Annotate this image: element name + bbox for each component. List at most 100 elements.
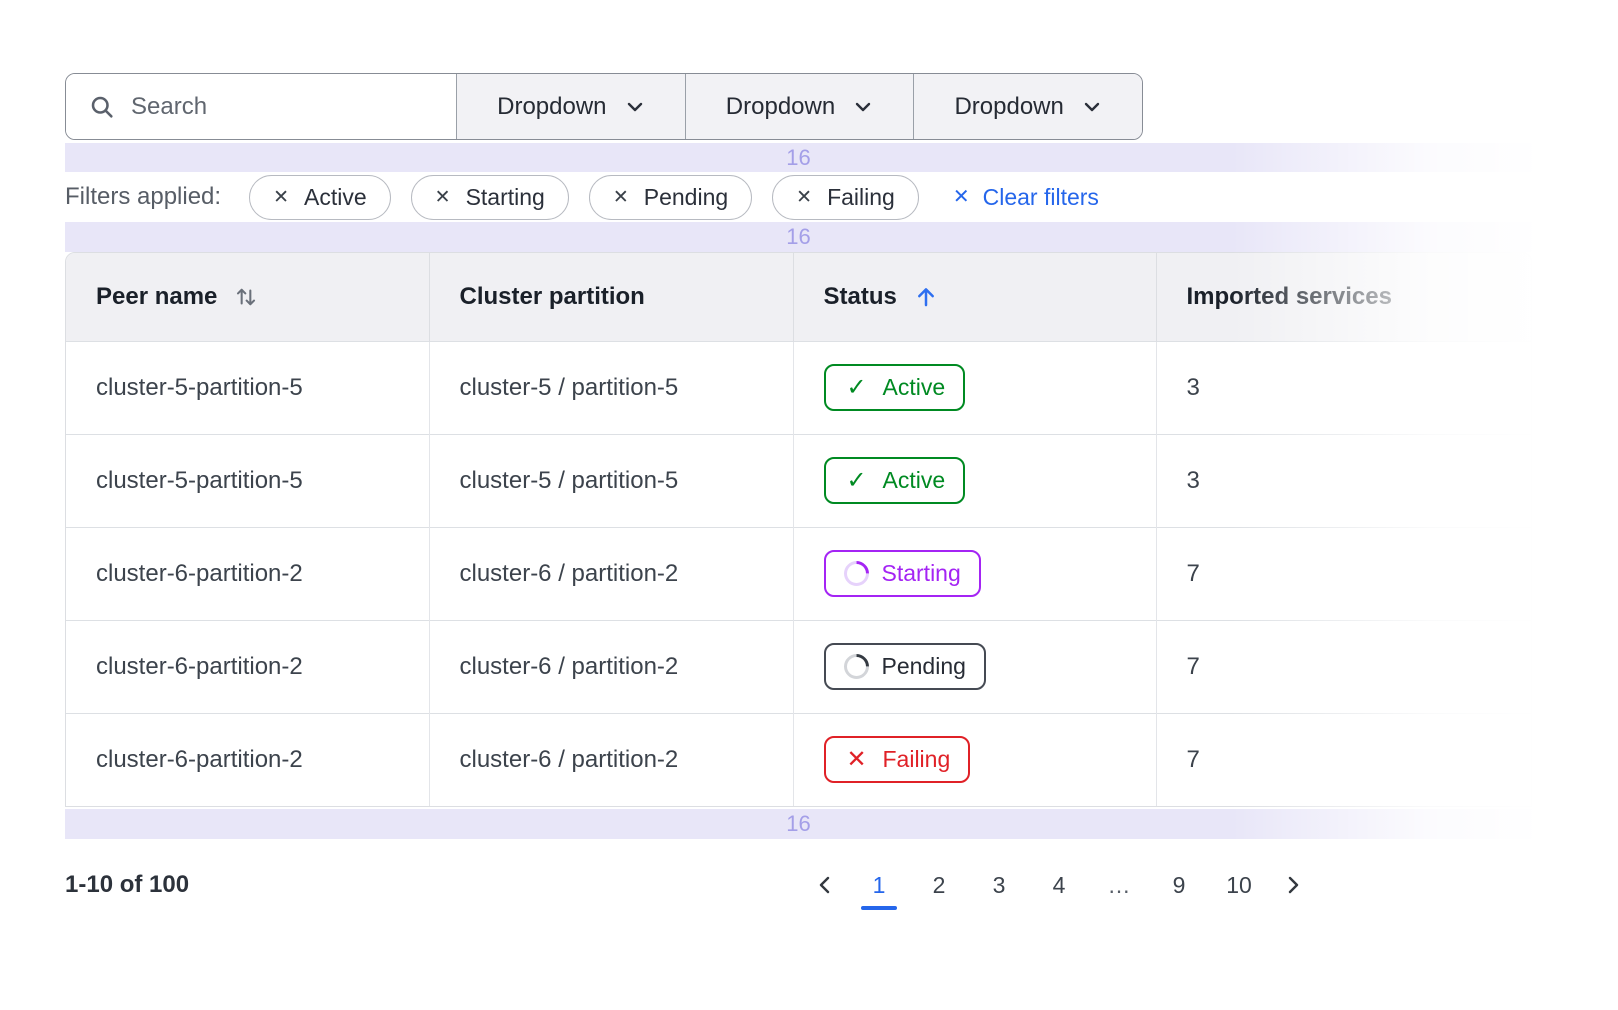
- spacing-value: 16: [786, 144, 811, 170]
- dropdown-button-2[interactable]: Dropdown: [684, 74, 914, 139]
- previous-page-button[interactable]: [808, 868, 842, 902]
- page-number-button[interactable]: 10: [1216, 861, 1262, 909]
- page-number-button[interactable]: 1: [856, 861, 902, 910]
- chevron-down-icon: [1084, 102, 1100, 111]
- table-header-row: Peer name Cluster partition: [66, 253, 1531, 341]
- status-badge: ✓ Active: [823, 364, 966, 411]
- spacing-value: 16: [786, 224, 811, 249]
- imported-services-cell: 3: [1155, 340, 1531, 434]
- filter-chip[interactable]: ✕ Pending: [588, 174, 753, 220]
- remove-filter-icon: ✕: [796, 186, 813, 208]
- peers-table: Peer name Cluster partition: [65, 252, 1532, 807]
- column-label: Peer name: [96, 282, 218, 310]
- status-badge: ✕ Failing: [823, 736, 971, 784]
- column-label: Status: [823, 282, 897, 310]
- filter-chip[interactable]: ✕ Active: [249, 174, 391, 220]
- filter-chip[interactable]: ✕ Starting: [410, 174, 569, 220]
- search-input[interactable]: [131, 92, 434, 121]
- remove-filter-icon: ✕: [612, 186, 629, 208]
- cluster-partition-cell: cluster-5 / partition-5: [428, 433, 793, 527]
- dropdown-button-1[interactable]: Dropdown: [456, 74, 685, 139]
- status-cell: Pending: [792, 619, 1156, 713]
- clear-filters-x-icon: ✕: [952, 186, 970, 208]
- dropdown-label: Dropdown: [497, 92, 607, 120]
- clear-filters-button[interactable]: ✕ Clear filters: [953, 184, 1099, 211]
- search-icon: [91, 96, 113, 118]
- spinner-icon: [838, 648, 874, 685]
- page-number-button[interactable]: 9: [1156, 861, 1202, 909]
- status-badge: Pending: [823, 643, 986, 690]
- status-label: Active: [882, 467, 946, 493]
- imported-services-cell: 7: [1155, 526, 1531, 620]
- filter-chip[interactable]: ✕ Failing: [772, 174, 919, 220]
- peer-name-cell: cluster-6-partition-2: [66, 619, 429, 713]
- dropdown-button-3[interactable]: Dropdown: [913, 74, 1142, 139]
- pagination-ellipsis: …: [1096, 861, 1142, 909]
- remove-filter-icon: ✕: [273, 186, 289, 208]
- spacing-marker: 16: [65, 222, 1532, 252]
- filter-chip-label: Failing: [827, 183, 895, 210]
- chevron-down-icon: [856, 102, 871, 111]
- status-badge: ✓ Active: [823, 457, 966, 504]
- next-page-button[interactable]: [1276, 868, 1310, 902]
- imported-services-cell: 7: [1155, 712, 1531, 806]
- sort-both-icon: [237, 288, 256, 306]
- dropdown-label: Dropdown: [954, 92, 1064, 120]
- spinner-icon: [838, 555, 874, 592]
- column-header-status[interactable]: Status: [792, 253, 1156, 341]
- cluster-partition-cell: cluster-6 / partition-2: [428, 619, 793, 713]
- table-row: cluster-6-partition-2 cluster-6 / partit…: [66, 712, 1531, 806]
- dropdown-label: Dropdown: [725, 92, 836, 120]
- status-badge: Starting: [823, 550, 981, 597]
- table-row: cluster-6-partition-2 cluster-6 / partit…: [66, 526, 1531, 620]
- x-icon: ✕: [846, 745, 867, 773]
- cluster-partition-cell: cluster-5 / partition-5: [428, 340, 793, 434]
- peer-name-cell: cluster-5-partition-5: [66, 340, 429, 434]
- table-row: cluster-6-partition-2 cluster-6 / partit…: [66, 619, 1531, 713]
- filter-toolbar: Dropdown Dropdown Dropdown: [65, 73, 1143, 140]
- filters-applied-label: Filters applied:: [65, 183, 222, 210]
- chevron-down-icon: [627, 102, 642, 111]
- pagination-bar: 1-10 of 100 1 2 3 4 … 9 10: [65, 853, 1532, 917]
- status-cell: Starting: [792, 526, 1156, 620]
- status-label: Failing: [882, 746, 951, 773]
- status-label: Pending: [881, 653, 966, 679]
- column-header-imported-services[interactable]: Imported services: [1155, 253, 1531, 341]
- check-icon: ✓: [846, 466, 867, 494]
- cluster-partition-cell: cluster-6 / partition-2: [428, 712, 793, 806]
- status-label: Active: [882, 374, 946, 400]
- search-field[interactable]: [66, 74, 456, 139]
- filter-chip-label: Active: [304, 183, 367, 210]
- cluster-partition-cell: cluster-6 / partition-2: [428, 526, 793, 620]
- page-number-button[interactable]: 3: [976, 861, 1022, 909]
- results-summary: 1-10 of 100: [65, 871, 190, 898]
- imported-services-cell: 3: [1155, 433, 1531, 527]
- peer-name-cell: cluster-5-partition-5: [66, 433, 429, 527]
- table-row: cluster-5-partition-5 cluster-5 / partit…: [66, 433, 1531, 527]
- imported-services-cell: 7: [1155, 619, 1531, 713]
- column-header-cluster-partition[interactable]: Cluster partition: [428, 253, 793, 341]
- spacing-value: 16: [786, 811, 811, 836]
- check-icon: ✓: [846, 373, 867, 401]
- filter-chip-label: Pending: [643, 183, 729, 210]
- status-label: Starting: [881, 560, 961, 586]
- remove-filter-icon: ✕: [434, 186, 451, 208]
- page-number-button[interactable]: 2: [916, 861, 962, 909]
- pager: 1 2 3 4 … 9 10: [808, 861, 1310, 910]
- column-label: Imported services: [1186, 282, 1392, 310]
- spacing-marker: 16: [65, 809, 1532, 839]
- column-header-peer-name[interactable]: Peer name: [66, 253, 429, 341]
- table-row: cluster-5-partition-5 cluster-5 / partit…: [66, 340, 1531, 434]
- sort-ascending-icon: [917, 287, 934, 307]
- peer-name-cell: cluster-6-partition-2: [66, 526, 429, 620]
- spacing-marker: 16: [65, 143, 1532, 172]
- filter-chip-label: Starting: [465, 183, 545, 210]
- page-number-list: 1 2 3 4 … 9 10: [856, 861, 1262, 910]
- page-number-button[interactable]: 4: [1036, 861, 1082, 909]
- chevron-left-icon: [819, 876, 830, 894]
- clear-filters-label: Clear filters: [982, 183, 1099, 210]
- table-body: cluster-5-partition-5 cluster-5 / partit…: [66, 340, 1531, 806]
- status-cell: ✓ Active: [792, 433, 1156, 527]
- column-label: Cluster partition: [459, 282, 645, 310]
